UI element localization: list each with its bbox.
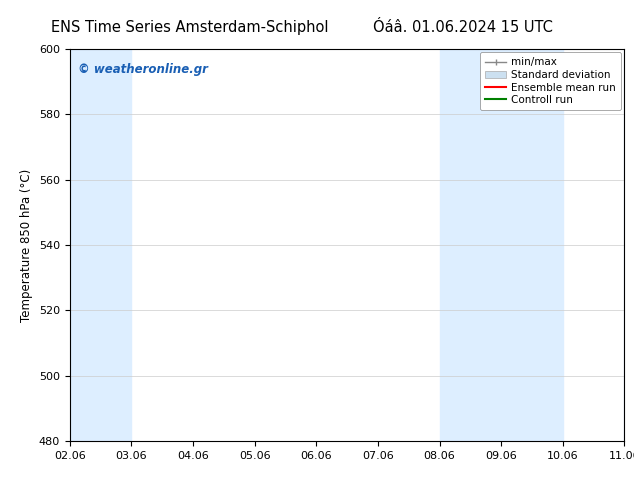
Bar [439, 49, 563, 441]
Text: © weatheronline.gr: © weatheronline.gr [78, 63, 208, 76]
Bar [70, 49, 131, 441]
Text: ENS Time Series Amsterdam-Schiphol: ENS Time Series Amsterdam-Schiphol [51, 20, 329, 35]
Y-axis label: Temperature 850 hPa (°C): Temperature 850 hPa (°C) [20, 169, 33, 321]
Text: Óáâ. 01.06.2024 15 UTC: Óáâ. 01.06.2024 15 UTC [373, 20, 553, 35]
Bar [624, 49, 634, 441]
Legend: min/max, Standard deviation, Ensemble mean run, Controll run: min/max, Standard deviation, Ensemble me… [480, 52, 621, 110]
